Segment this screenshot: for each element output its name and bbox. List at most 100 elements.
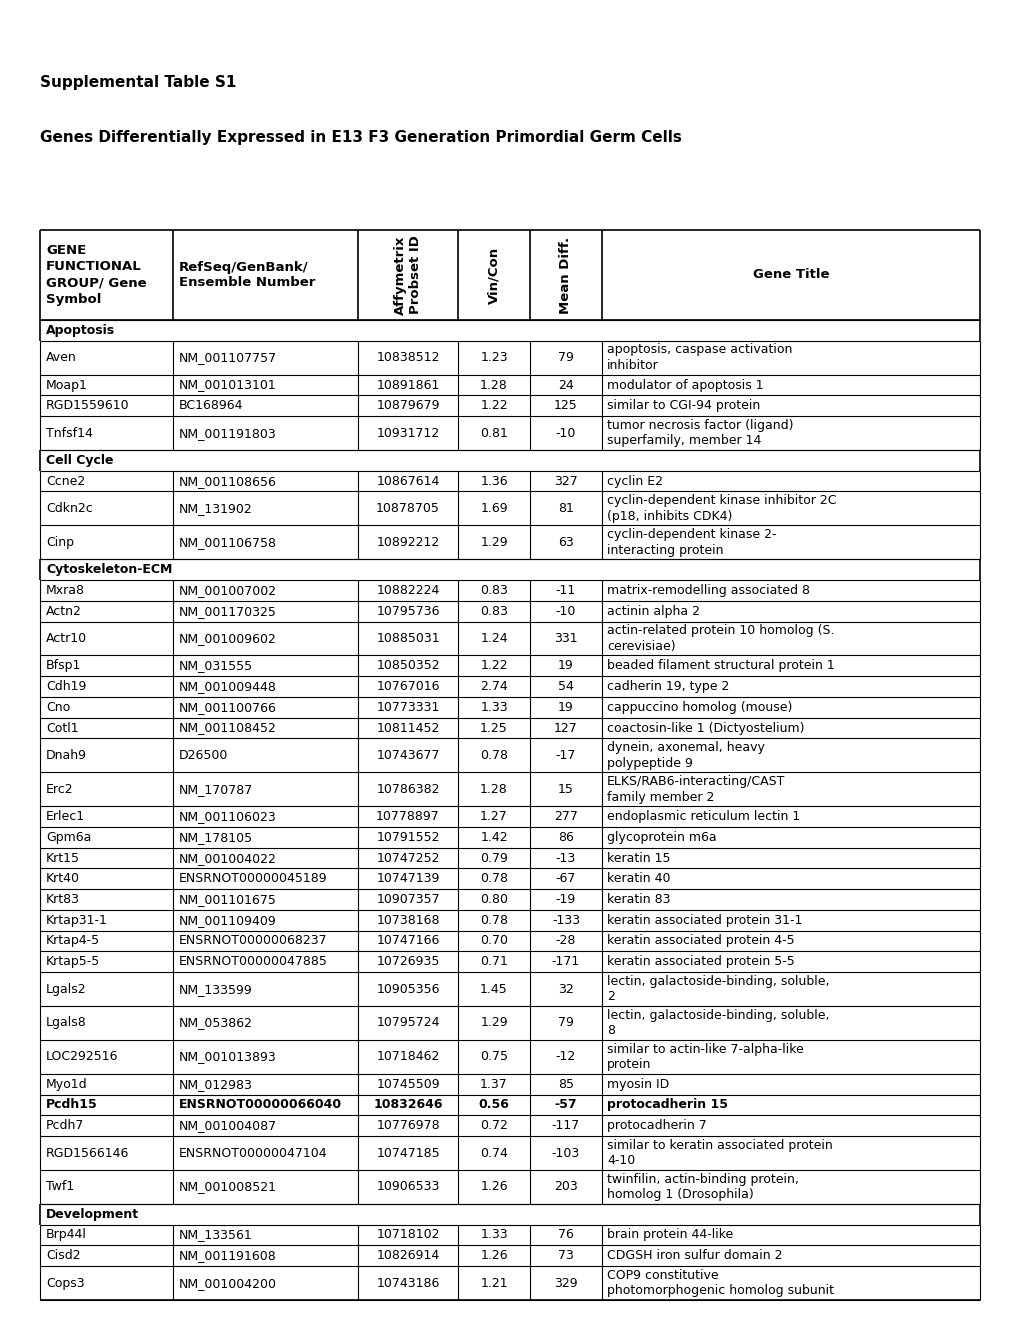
- Text: 85: 85: [557, 1077, 574, 1090]
- Text: 1.42: 1.42: [480, 830, 507, 843]
- Text: RefSeq/GenBank/
Ensemble Number: RefSeq/GenBank/ Ensemble Number: [178, 260, 315, 289]
- Text: -57: -57: [554, 1098, 577, 1111]
- Text: Tnfsf14: Tnfsf14: [46, 426, 93, 440]
- Text: 10747139: 10747139: [376, 873, 439, 886]
- Text: NM_001004200: NM_001004200: [178, 1276, 277, 1290]
- Text: D26500: D26500: [178, 748, 228, 762]
- Text: Genes Differentially Expressed in E13 F3 Generation Primordial Germ Cells: Genes Differentially Expressed in E13 F3…: [40, 129, 682, 145]
- Text: NM_178105: NM_178105: [178, 830, 253, 843]
- Text: Bfsp1: Bfsp1: [46, 659, 82, 672]
- Text: BC168964: BC168964: [178, 399, 244, 412]
- Text: 1.37: 1.37: [480, 1077, 507, 1090]
- Text: Mxra8: Mxra8: [46, 583, 85, 597]
- Text: Krtap5-5: Krtap5-5: [46, 956, 100, 968]
- Text: COP9 constitutive
photomorphogenic homolog subunit: COP9 constitutive photomorphogenic homol…: [606, 1269, 834, 1298]
- Text: 10838512: 10838512: [376, 351, 439, 364]
- Text: NM_001109409: NM_001109409: [178, 913, 276, 927]
- Text: ENSRNOT00000068237: ENSRNOT00000068237: [178, 935, 327, 948]
- Text: 10931712: 10931712: [376, 426, 439, 440]
- Text: Cno: Cno: [46, 701, 70, 714]
- Text: Erc2: Erc2: [46, 783, 73, 796]
- Text: NM_001004087: NM_001004087: [178, 1119, 277, 1133]
- Text: 0.74: 0.74: [480, 1147, 507, 1159]
- Text: 10773331: 10773331: [376, 701, 439, 714]
- Text: NM_001191803: NM_001191803: [178, 426, 276, 440]
- Text: protocadherin 15: protocadherin 15: [606, 1098, 728, 1111]
- Text: keratin 40: keratin 40: [606, 873, 669, 886]
- Text: matrix-remodelling associated 8: matrix-remodelling associated 8: [606, 583, 809, 597]
- Text: keratin 83: keratin 83: [606, 894, 669, 906]
- Text: -17: -17: [555, 748, 576, 762]
- Text: 2.74: 2.74: [480, 680, 507, 693]
- Text: Cinp: Cinp: [46, 536, 74, 549]
- Text: 10747252: 10747252: [376, 851, 439, 865]
- Text: similar to CGI-94 protein: similar to CGI-94 protein: [606, 399, 759, 412]
- Text: beaded filament structural protein 1: beaded filament structural protein 1: [606, 659, 834, 672]
- Text: 327: 327: [553, 475, 578, 487]
- Text: NM_001004022: NM_001004022: [178, 851, 276, 865]
- Text: 32: 32: [557, 982, 574, 995]
- Text: 10795724: 10795724: [376, 1016, 439, 1030]
- Text: 10867614: 10867614: [376, 475, 439, 487]
- Text: 1.24: 1.24: [480, 632, 507, 645]
- Text: 1.36: 1.36: [480, 475, 507, 487]
- Text: Lgals8: Lgals8: [46, 1016, 87, 1030]
- Text: 0.75: 0.75: [480, 1051, 507, 1064]
- Text: actin-related protein 10 homolog (S.
cerevisiae): actin-related protein 10 homolog (S. cer…: [606, 624, 834, 653]
- Text: Krt83: Krt83: [46, 894, 79, 906]
- Text: 1.33: 1.33: [480, 701, 507, 714]
- Text: 10776978: 10776978: [376, 1119, 439, 1133]
- Text: 1.25: 1.25: [480, 722, 507, 734]
- Text: tumor necrosis factor (ligand)
superfamily, member 14: tumor necrosis factor (ligand) superfami…: [606, 418, 793, 447]
- Text: NM_170787: NM_170787: [178, 783, 253, 796]
- Text: 10879679: 10879679: [376, 399, 439, 412]
- Text: Mean Diff.: Mean Diff.: [559, 236, 572, 314]
- Text: 1.26: 1.26: [480, 1180, 507, 1193]
- Text: 10745509: 10745509: [376, 1077, 439, 1090]
- Text: NM_053862: NM_053862: [178, 1016, 253, 1030]
- Text: actinin alpha 2: actinin alpha 2: [606, 605, 699, 618]
- Text: 10718462: 10718462: [376, 1051, 439, 1064]
- Text: -11: -11: [555, 583, 576, 597]
- Text: 10826914: 10826914: [376, 1249, 439, 1262]
- Text: 0.72: 0.72: [480, 1119, 507, 1133]
- Text: 1.23: 1.23: [480, 351, 507, 364]
- Text: 1.29: 1.29: [480, 1016, 507, 1030]
- Text: Gene Title: Gene Title: [752, 268, 828, 281]
- Text: -19: -19: [555, 894, 576, 906]
- Text: 76: 76: [557, 1229, 574, 1242]
- Text: 331: 331: [553, 632, 577, 645]
- Text: 10747166: 10747166: [376, 935, 439, 948]
- Text: Aven: Aven: [46, 351, 76, 364]
- Text: similar to keratin associated protein
4-10: similar to keratin associated protein 4-…: [606, 1139, 832, 1167]
- Text: 1.28: 1.28: [480, 379, 507, 392]
- Text: NM_001108656: NM_001108656: [178, 475, 276, 487]
- Text: Cell Cycle: Cell Cycle: [46, 454, 113, 467]
- Text: glycoprotein m6a: glycoprotein m6a: [606, 830, 716, 843]
- Text: similar to actin-like 7-alpha-like
protein: similar to actin-like 7-alpha-like prote…: [606, 1043, 803, 1071]
- Text: Pcdh15: Pcdh15: [46, 1098, 98, 1111]
- Text: keratin 15: keratin 15: [606, 851, 669, 865]
- Text: NM_001008521: NM_001008521: [178, 1180, 277, 1193]
- Text: 10832646: 10832646: [373, 1098, 442, 1111]
- Text: 24: 24: [557, 379, 574, 392]
- Text: 86: 86: [557, 830, 574, 843]
- Text: Ccne2: Ccne2: [46, 475, 86, 487]
- Text: keratin associated protein 31-1: keratin associated protein 31-1: [606, 913, 802, 927]
- Text: 1.26: 1.26: [480, 1249, 507, 1262]
- Text: 0.70: 0.70: [480, 935, 507, 948]
- Text: 79: 79: [557, 351, 574, 364]
- Text: -117: -117: [551, 1119, 580, 1133]
- Text: 10795736: 10795736: [376, 605, 439, 618]
- Text: endoplasmic reticulum lectin 1: endoplasmic reticulum lectin 1: [606, 810, 800, 824]
- Text: myosin ID: myosin ID: [606, 1077, 668, 1090]
- Text: 10791552: 10791552: [376, 830, 439, 843]
- Text: 15: 15: [557, 783, 574, 796]
- Text: -10: -10: [555, 426, 576, 440]
- Text: 10892212: 10892212: [376, 536, 439, 549]
- Text: Krtap4-5: Krtap4-5: [46, 935, 100, 948]
- Text: 10743186: 10743186: [376, 1276, 439, 1290]
- Text: Pcdh7: Pcdh7: [46, 1119, 85, 1133]
- Text: Development: Development: [46, 1208, 139, 1221]
- Text: cappuccino homolog (mouse): cappuccino homolog (mouse): [606, 701, 792, 714]
